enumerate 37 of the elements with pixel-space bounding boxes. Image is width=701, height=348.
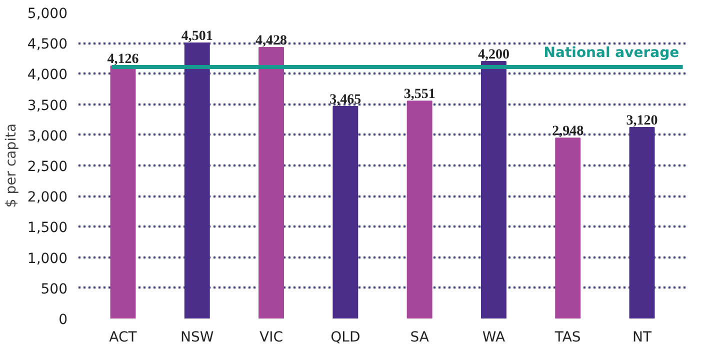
bar (110, 65, 136, 318)
y-tick-label: 1,500 (27, 220, 68, 236)
bar (406, 100, 432, 318)
ref-line-label: National average (544, 44, 680, 61)
x-tick-label: QLD (330, 330, 360, 346)
y-tick-label: 2,500 (27, 159, 68, 175)
data-label: 3,465 (330, 92, 362, 108)
data-label: 3,120 (626, 114, 658, 129)
data-label: 4,126 (107, 52, 139, 67)
y-tick-label: 3,000 (27, 128, 68, 144)
bar (480, 60, 506, 318)
x-tick-label: TAS (554, 330, 581, 346)
y-tick-label: 3,500 (27, 98, 68, 114)
x-tick-label: NT (632, 330, 652, 346)
y-tick-label: 2,000 (27, 190, 68, 206)
y-tick-label: 4,000 (27, 67, 68, 84)
x-tick-label: NSW (180, 330, 214, 346)
y-tick-label: 4,500 (27, 36, 68, 53)
y-tick-label: 1,000 (27, 250, 68, 267)
bar (332, 106, 358, 318)
data-label: 3,551 (404, 87, 436, 102)
bar (629, 127, 655, 318)
bar (184, 42, 210, 318)
y-tick-label: 0 (58, 312, 68, 328)
x-tick-label: ACT (109, 330, 138, 346)
y-tick-label: 500 (40, 281, 68, 298)
y-tick-label: 5,000 (27, 6, 68, 22)
x-tick-label: SA (410, 330, 430, 346)
bar (258, 47, 284, 318)
bar (555, 138, 581, 318)
x-tick-label: WA (482, 330, 506, 346)
data-label: 4,428 (256, 34, 288, 49)
data-label: 4,200 (478, 47, 510, 62)
data-label: 4,501 (181, 29, 213, 44)
data-label: 2,948 (552, 124, 584, 140)
x-tick-label: VIC (260, 330, 284, 346)
y-axis-title: $ per capita (3, 123, 20, 208)
